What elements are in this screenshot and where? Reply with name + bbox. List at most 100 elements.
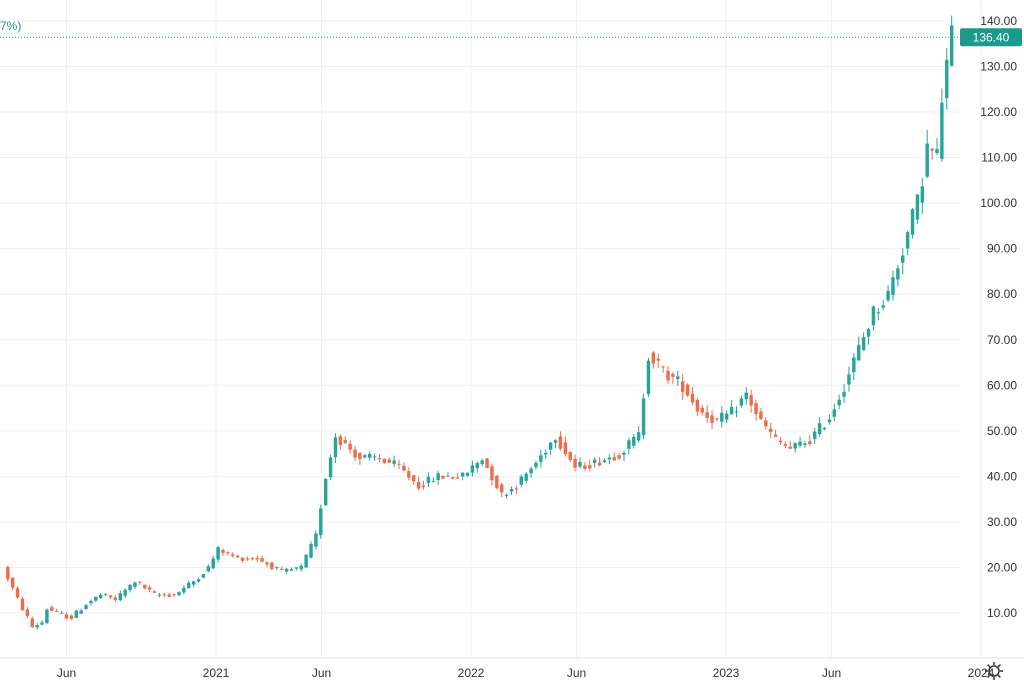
candle-body [299, 565, 303, 570]
y-tick-label: 100.00 [980, 196, 1017, 210]
candle-body [734, 411, 739, 413]
candle [407, 467, 411, 481]
candle [930, 148, 934, 160]
candle-body [739, 398, 744, 406]
candle-body [534, 462, 538, 468]
candle-body [103, 593, 108, 595]
candle-body [729, 406, 734, 415]
candle [588, 459, 592, 472]
candle-body [881, 305, 885, 308]
candle-body [55, 610, 59, 612]
candle-body [485, 458, 489, 468]
candle-body [108, 595, 113, 598]
y-tick-label: 30.00 [987, 515, 1017, 529]
candle-body [651, 352, 656, 364]
candle [470, 460, 475, 477]
candle [617, 452, 621, 461]
candle [832, 403, 836, 422]
candles [6, 15, 954, 630]
candle [773, 429, 778, 438]
candle [446, 472, 450, 477]
candle-body [392, 460, 396, 464]
candle [485, 457, 489, 469]
candle-body [206, 566, 211, 572]
candle-body [588, 465, 592, 469]
candle [827, 414, 832, 425]
candle [167, 592, 171, 598]
candle-body [377, 458, 382, 460]
candle [896, 264, 900, 287]
candle-body [783, 444, 788, 446]
candle-body [167, 594, 171, 597]
candle-body [935, 148, 939, 153]
candle [436, 471, 440, 485]
candle [118, 590, 122, 602]
candle-body [949, 25, 954, 66]
candle-body [152, 591, 157, 593]
candle [372, 453, 377, 462]
candle [504, 493, 509, 499]
x-axis[interactable]: Jun 2021 Jun 2022 Jun 2023 Jun 2024 [0, 657, 1024, 680]
candle-body [89, 601, 93, 604]
candle-body [553, 440, 558, 443]
candle-body [602, 460, 607, 463]
candle [563, 436, 568, 457]
candle [353, 445, 357, 461]
candle [275, 566, 279, 571]
candle-body [402, 465, 406, 471]
candle-body [910, 209, 915, 235]
x-tick-label: Jun [57, 666, 76, 680]
candle-body [50, 607, 54, 611]
candle-body [387, 459, 391, 463]
y-tick-label: 70.00 [987, 333, 1017, 347]
candle [299, 563, 303, 572]
candle [857, 336, 861, 361]
candle [138, 581, 142, 585]
candle [778, 436, 783, 445]
y-tick-label: 60.00 [987, 378, 1017, 392]
candle [720, 406, 724, 428]
candle-body [74, 610, 78, 618]
y-axis[interactable]: 10.00 20.00 30.00 40.00 50.00 60.00 70.00 80.00… [980, 14, 1017, 620]
candle-body [720, 412, 724, 422]
candle [788, 441, 792, 450]
candle [367, 451, 372, 461]
candle-body [500, 484, 504, 493]
candle [133, 581, 137, 590]
candle-body [920, 186, 925, 203]
candle [426, 472, 431, 488]
candle-body [133, 582, 137, 587]
candle [152, 590, 157, 593]
candle-body [519, 476, 524, 485]
candle-body [6, 567, 10, 580]
candle [920, 177, 925, 214]
change-percent-label: 7%) [0, 19, 21, 33]
candle [602, 458, 607, 463]
candle-body [685, 384, 690, 396]
candle-body [323, 478, 328, 506]
candle [680, 373, 685, 401]
candle [89, 599, 93, 606]
candle [509, 486, 514, 495]
candle [84, 603, 88, 610]
candle [348, 439, 352, 454]
candle-body [749, 395, 753, 406]
candle [578, 457, 582, 469]
candle [79, 608, 83, 614]
gear-icon[interactable] [985, 662, 1003, 680]
candle-body [147, 587, 152, 590]
candle-body [656, 358, 660, 361]
candle [284, 567, 289, 574]
candle [50, 605, 54, 612]
candle-body [690, 393, 695, 403]
candle-body [270, 562, 274, 570]
candle [519, 474, 524, 488]
candle [597, 456, 602, 467]
candle [45, 608, 49, 625]
candle [700, 404, 704, 416]
candle [30, 616, 34, 628]
candle [358, 452, 362, 465]
candle [103, 593, 108, 597]
candle [861, 332, 866, 351]
